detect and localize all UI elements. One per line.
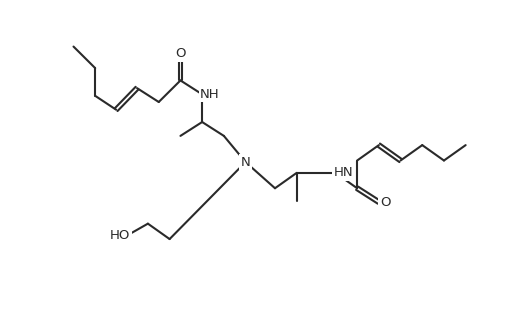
Text: HO: HO bbox=[110, 230, 130, 243]
Text: O: O bbox=[175, 47, 186, 60]
Text: HN: HN bbox=[333, 166, 353, 179]
Text: O: O bbox=[380, 196, 390, 209]
Text: N: N bbox=[241, 156, 250, 169]
Text: NH: NH bbox=[200, 88, 220, 101]
